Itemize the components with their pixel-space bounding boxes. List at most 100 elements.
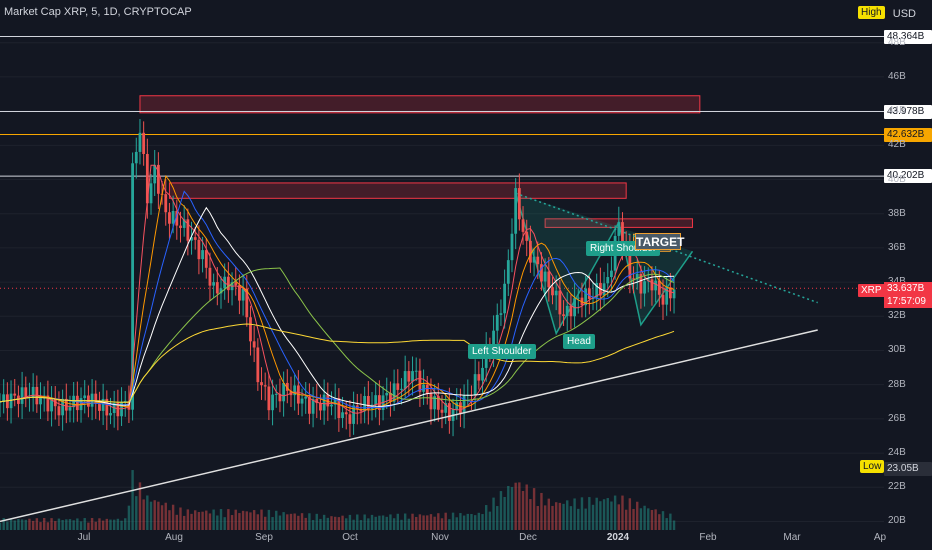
candle-body — [639, 273, 643, 294]
volume-bar — [665, 518, 668, 530]
candle-body — [418, 370, 422, 392]
candle-body — [57, 406, 61, 416]
volume-bar — [525, 484, 528, 530]
volume-bar — [639, 508, 643, 530]
price-tick-label: 28B — [888, 378, 906, 390]
candle-body — [267, 386, 271, 411]
volume-bar — [146, 495, 149, 530]
candle-body — [68, 407, 72, 411]
currency-label[interactable]: USD — [892, 8, 916, 20]
price-tick-label: 36B — [888, 241, 906, 253]
volume-bar — [135, 496, 138, 530]
candle-body — [20, 387, 24, 404]
trendline — [0, 329, 818, 523]
candle-body — [514, 188, 518, 234]
candle-body — [175, 210, 179, 226]
volume-bar — [6, 521, 9, 530]
volume-bar — [330, 516, 333, 530]
volume-bar — [613, 495, 617, 530]
volume-bar — [440, 518, 444, 530]
volume-bar — [636, 501, 639, 530]
candle-body — [628, 247, 632, 279]
volume-bar — [282, 512, 285, 530]
price-tick-label: 20B — [888, 515, 906, 527]
volume-bar — [466, 513, 469, 530]
volume-bar — [507, 485, 510, 530]
volume-bar — [426, 515, 429, 530]
volume-bar — [179, 507, 182, 530]
volume-bar — [624, 509, 628, 530]
candle-body — [529, 240, 532, 263]
candle-body — [617, 222, 621, 236]
candle-body — [551, 287, 554, 296]
candle-body — [632, 278, 635, 280]
candle-body — [238, 285, 241, 301]
candle-body — [274, 393, 278, 395]
candle-body — [587, 288, 591, 299]
price-tick-label: 24B — [888, 447, 906, 459]
volume-bar — [57, 518, 61, 530]
candle-body — [643, 281, 646, 294]
price-tick-label: 26B — [888, 412, 906, 424]
candle-body — [204, 250, 208, 268]
volume-bar — [473, 515, 477, 530]
volume-bar — [275, 510, 278, 530]
candle-body — [495, 314, 499, 331]
candle-body — [521, 219, 525, 232]
candle-body — [249, 317, 252, 342]
volume-bar — [518, 482, 521, 530]
volume-bar — [577, 508, 580, 530]
candle-body — [182, 219, 186, 228]
volume-bar — [669, 513, 672, 530]
volume-bar — [363, 514, 366, 530]
volume-bar — [238, 513, 241, 530]
volume-bar — [87, 522, 90, 530]
volume-bar — [588, 497, 591, 530]
time-tick-label: Jul — [77, 532, 91, 543]
volume-bar — [308, 513, 311, 530]
volume-bar — [628, 498, 632, 530]
volume-bar — [396, 513, 399, 530]
candle-body — [142, 132, 146, 154]
volume-bar — [654, 509, 657, 530]
candle-body — [278, 393, 282, 402]
candle-body — [234, 282, 238, 286]
volume-bar — [532, 488, 536, 530]
candle-body — [363, 395, 367, 412]
volume-bars — [0, 470, 676, 530]
volume-bar — [514, 482, 517, 530]
volume-bar — [286, 514, 289, 530]
candle-body — [377, 395, 381, 410]
volume-bar — [157, 501, 160, 530]
volume-bar — [24, 519, 27, 530]
volume-bar — [249, 512, 252, 530]
volume-bar — [378, 515, 381, 530]
candlesticks — [0, 119, 676, 438]
volume-bar — [260, 509, 263, 530]
volume-bar — [433, 516, 436, 530]
candle-body — [164, 194, 168, 213]
volume-bar — [341, 515, 344, 530]
volume-bar — [208, 513, 212, 530]
price-tick-label: 40B — [888, 173, 906, 185]
moving-average-line — [0, 206, 675, 407]
volume-bar — [190, 513, 193, 530]
volume-bar — [227, 509, 230, 530]
price-level-tag: 48.364B — [884, 29, 932, 44]
candle-body — [657, 280, 661, 295]
volume-bar — [31, 520, 35, 530]
volume-bar — [462, 515, 466, 530]
candle-body — [374, 395, 378, 405]
supply-zone — [139, 95, 701, 114]
candle-body — [569, 305, 573, 317]
volume-bar — [50, 518, 53, 530]
volume-bar — [223, 517, 226, 530]
volume-bar — [367, 518, 370, 530]
volume-bar — [267, 509, 271, 530]
volume-bar — [264, 516, 267, 530]
head-label: Head — [563, 334, 595, 349]
volume-bar — [326, 517, 330, 530]
candle-body — [171, 210, 175, 224]
volume-bar — [647, 508, 650, 530]
